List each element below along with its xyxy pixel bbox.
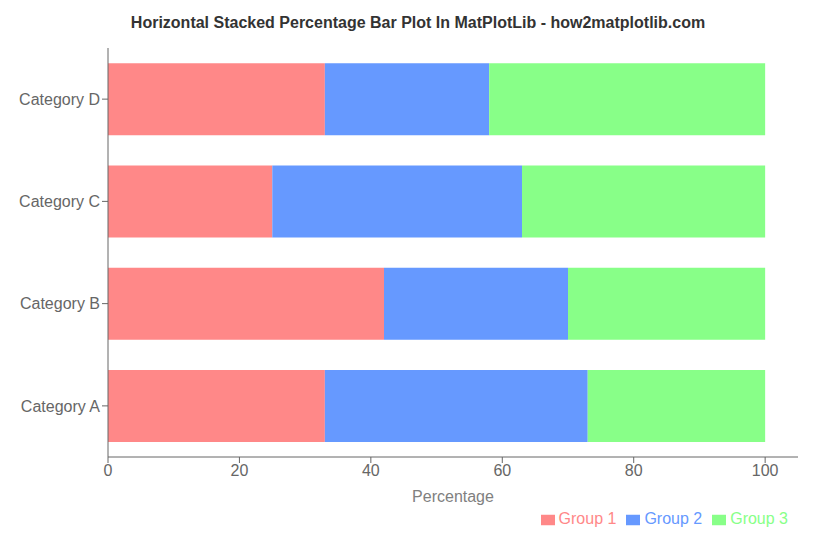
svg-text:0: 0 [104, 462, 113, 479]
html-text:Group 3: Group 3 [730, 510, 788, 527]
svg-text:100: 100 [752, 462, 779, 479]
svg-text:Category C: Category C [19, 193, 100, 210]
html-text:Group 2: Group 2 [644, 510, 703, 527]
html-text:Group 1: Group 1 [558, 510, 617, 527]
svg-text:Category D: Category D [19, 91, 100, 108]
svg-text:Category A: Category A [21, 398, 100, 415]
svg-text:60: 60 [493, 462, 511, 479]
svg-text:20: 20 [231, 462, 249, 479]
svg-text:Percentage: Percentage [412, 488, 494, 505]
svg-text:40: 40 [362, 462, 380, 479]
svg-text:80: 80 [625, 462, 643, 479]
html-text:Horizontal Stacked Percentage: Horizontal Stacked Percentage Bar Plot I… [130, 14, 706, 31]
svg-text:Category B: Category B [20, 295, 100, 312]
